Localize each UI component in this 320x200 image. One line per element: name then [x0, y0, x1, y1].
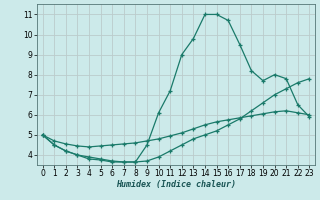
X-axis label: Humidex (Indice chaleur): Humidex (Indice chaleur) — [116, 180, 236, 189]
